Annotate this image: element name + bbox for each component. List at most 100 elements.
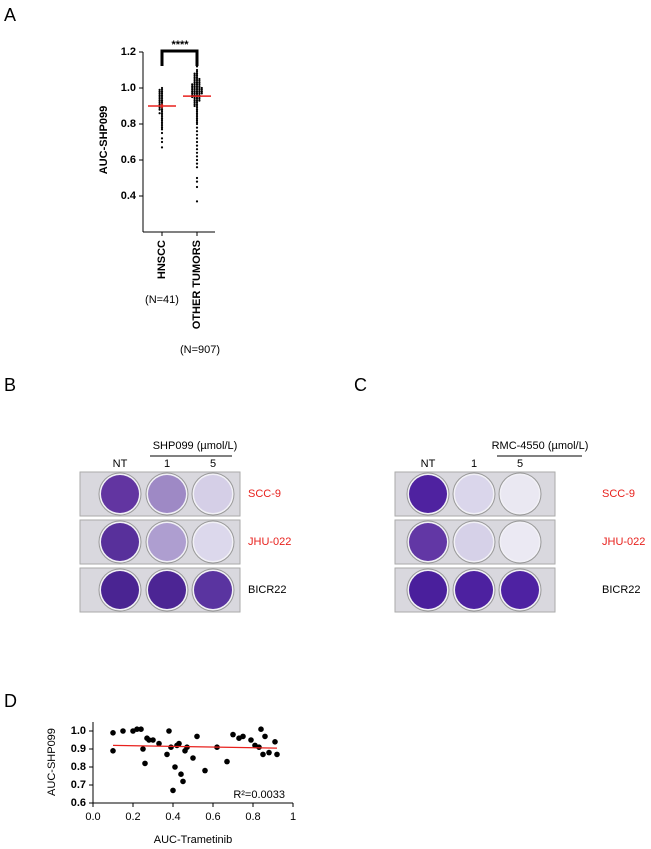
data-point <box>193 103 196 106</box>
data-point <box>160 131 164 135</box>
data-point <box>195 88 199 91</box>
data-point <box>198 86 201 90</box>
data-point <box>198 97 201 100</box>
data-point <box>195 133 199 136</box>
data-point <box>170 787 176 794</box>
data-point <box>160 113 164 117</box>
data-point <box>158 90 161 93</box>
data-point <box>195 106 199 109</box>
data-point <box>160 99 164 102</box>
panel-label: B <box>4 375 16 395</box>
x-tick-label: HNSCC <box>156 240 168 279</box>
category-note: (N=41) <box>145 294 179 306</box>
data-point <box>195 74 199 77</box>
data-point <box>230 731 236 738</box>
data-point <box>191 85 194 88</box>
data-point <box>240 733 246 740</box>
data-point <box>160 110 164 113</box>
data-point <box>160 140 164 144</box>
data-point <box>195 81 199 84</box>
column-label: NT <box>421 458 436 470</box>
x-tick-label: 0.6 <box>205 811 220 823</box>
data-point <box>195 72 199 75</box>
data-point <box>193 76 196 79</box>
data-point <box>191 86 194 90</box>
column-label: 5 <box>210 458 216 470</box>
data-point <box>198 88 201 91</box>
data-point <box>160 146 164 149</box>
well-stain <box>501 475 539 513</box>
data-point <box>158 99 161 102</box>
data-point <box>195 110 199 113</box>
data-point <box>262 733 268 740</box>
data-point <box>198 90 201 93</box>
panel-label: C <box>354 375 367 395</box>
data-point <box>195 108 199 111</box>
well <box>498 472 542 516</box>
data-point <box>195 151 199 154</box>
data-point <box>158 106 161 109</box>
data-point <box>160 86 164 90</box>
well-stain <box>101 523 139 561</box>
well-stain <box>148 571 186 609</box>
data-point <box>120 728 126 734</box>
y-tick-label: 0.7 <box>71 779 86 791</box>
data-point <box>160 117 164 120</box>
data-point <box>195 185 199 189</box>
data-point <box>195 115 199 118</box>
data-point <box>195 113 199 117</box>
data-point <box>191 83 194 86</box>
data-point <box>160 88 164 91</box>
data-point <box>193 99 196 102</box>
x-tick-label: OTHER TUMORS <box>191 240 203 329</box>
y-axis-title: AUC-SHP099 <box>46 728 58 796</box>
data-point <box>160 94 164 97</box>
data-point <box>158 108 161 111</box>
data-point <box>158 92 161 95</box>
column-label: 1 <box>471 458 477 470</box>
data-point <box>194 733 200 740</box>
data-point <box>138 726 144 732</box>
data-point <box>195 176 199 180</box>
data-point <box>195 77 199 81</box>
data-point <box>195 70 199 73</box>
data-point <box>193 81 196 84</box>
well-stain <box>455 523 493 561</box>
well-stain <box>148 475 186 513</box>
data-point <box>272 739 278 745</box>
data-point <box>200 86 203 90</box>
data-point <box>198 85 201 88</box>
data-point <box>160 119 164 122</box>
data-point <box>160 121 164 124</box>
data-point <box>198 92 201 95</box>
x-tick-label: 0.4 <box>165 811 180 823</box>
well-stain <box>194 523 232 561</box>
data-point <box>198 99 201 102</box>
data-point <box>224 758 230 765</box>
cell-line-label: JHU-022 <box>248 536 291 548</box>
data-point <box>198 81 201 84</box>
data-point <box>178 771 184 777</box>
data-point <box>193 86 196 90</box>
well-stain <box>101 475 139 513</box>
data-point <box>195 99 199 102</box>
panel-label: D <box>4 691 17 711</box>
data-point <box>160 92 164 95</box>
well-stain <box>455 571 493 609</box>
data-point <box>258 726 264 732</box>
data-point <box>195 68 199 72</box>
data-point <box>166 728 172 734</box>
data-point <box>195 180 199 183</box>
data-point <box>168 744 174 750</box>
y-tick-label: 0.8 <box>121 118 136 130</box>
data-point <box>198 77 201 81</box>
data-point <box>195 148 199 151</box>
cell-line-label: SCC-9 <box>248 488 281 500</box>
cell-line-label: SCC-9 <box>602 488 635 500</box>
data-point <box>195 137 199 140</box>
data-point <box>195 162 199 165</box>
data-point <box>193 92 196 95</box>
data-point <box>158 88 161 91</box>
data-point <box>158 94 161 97</box>
